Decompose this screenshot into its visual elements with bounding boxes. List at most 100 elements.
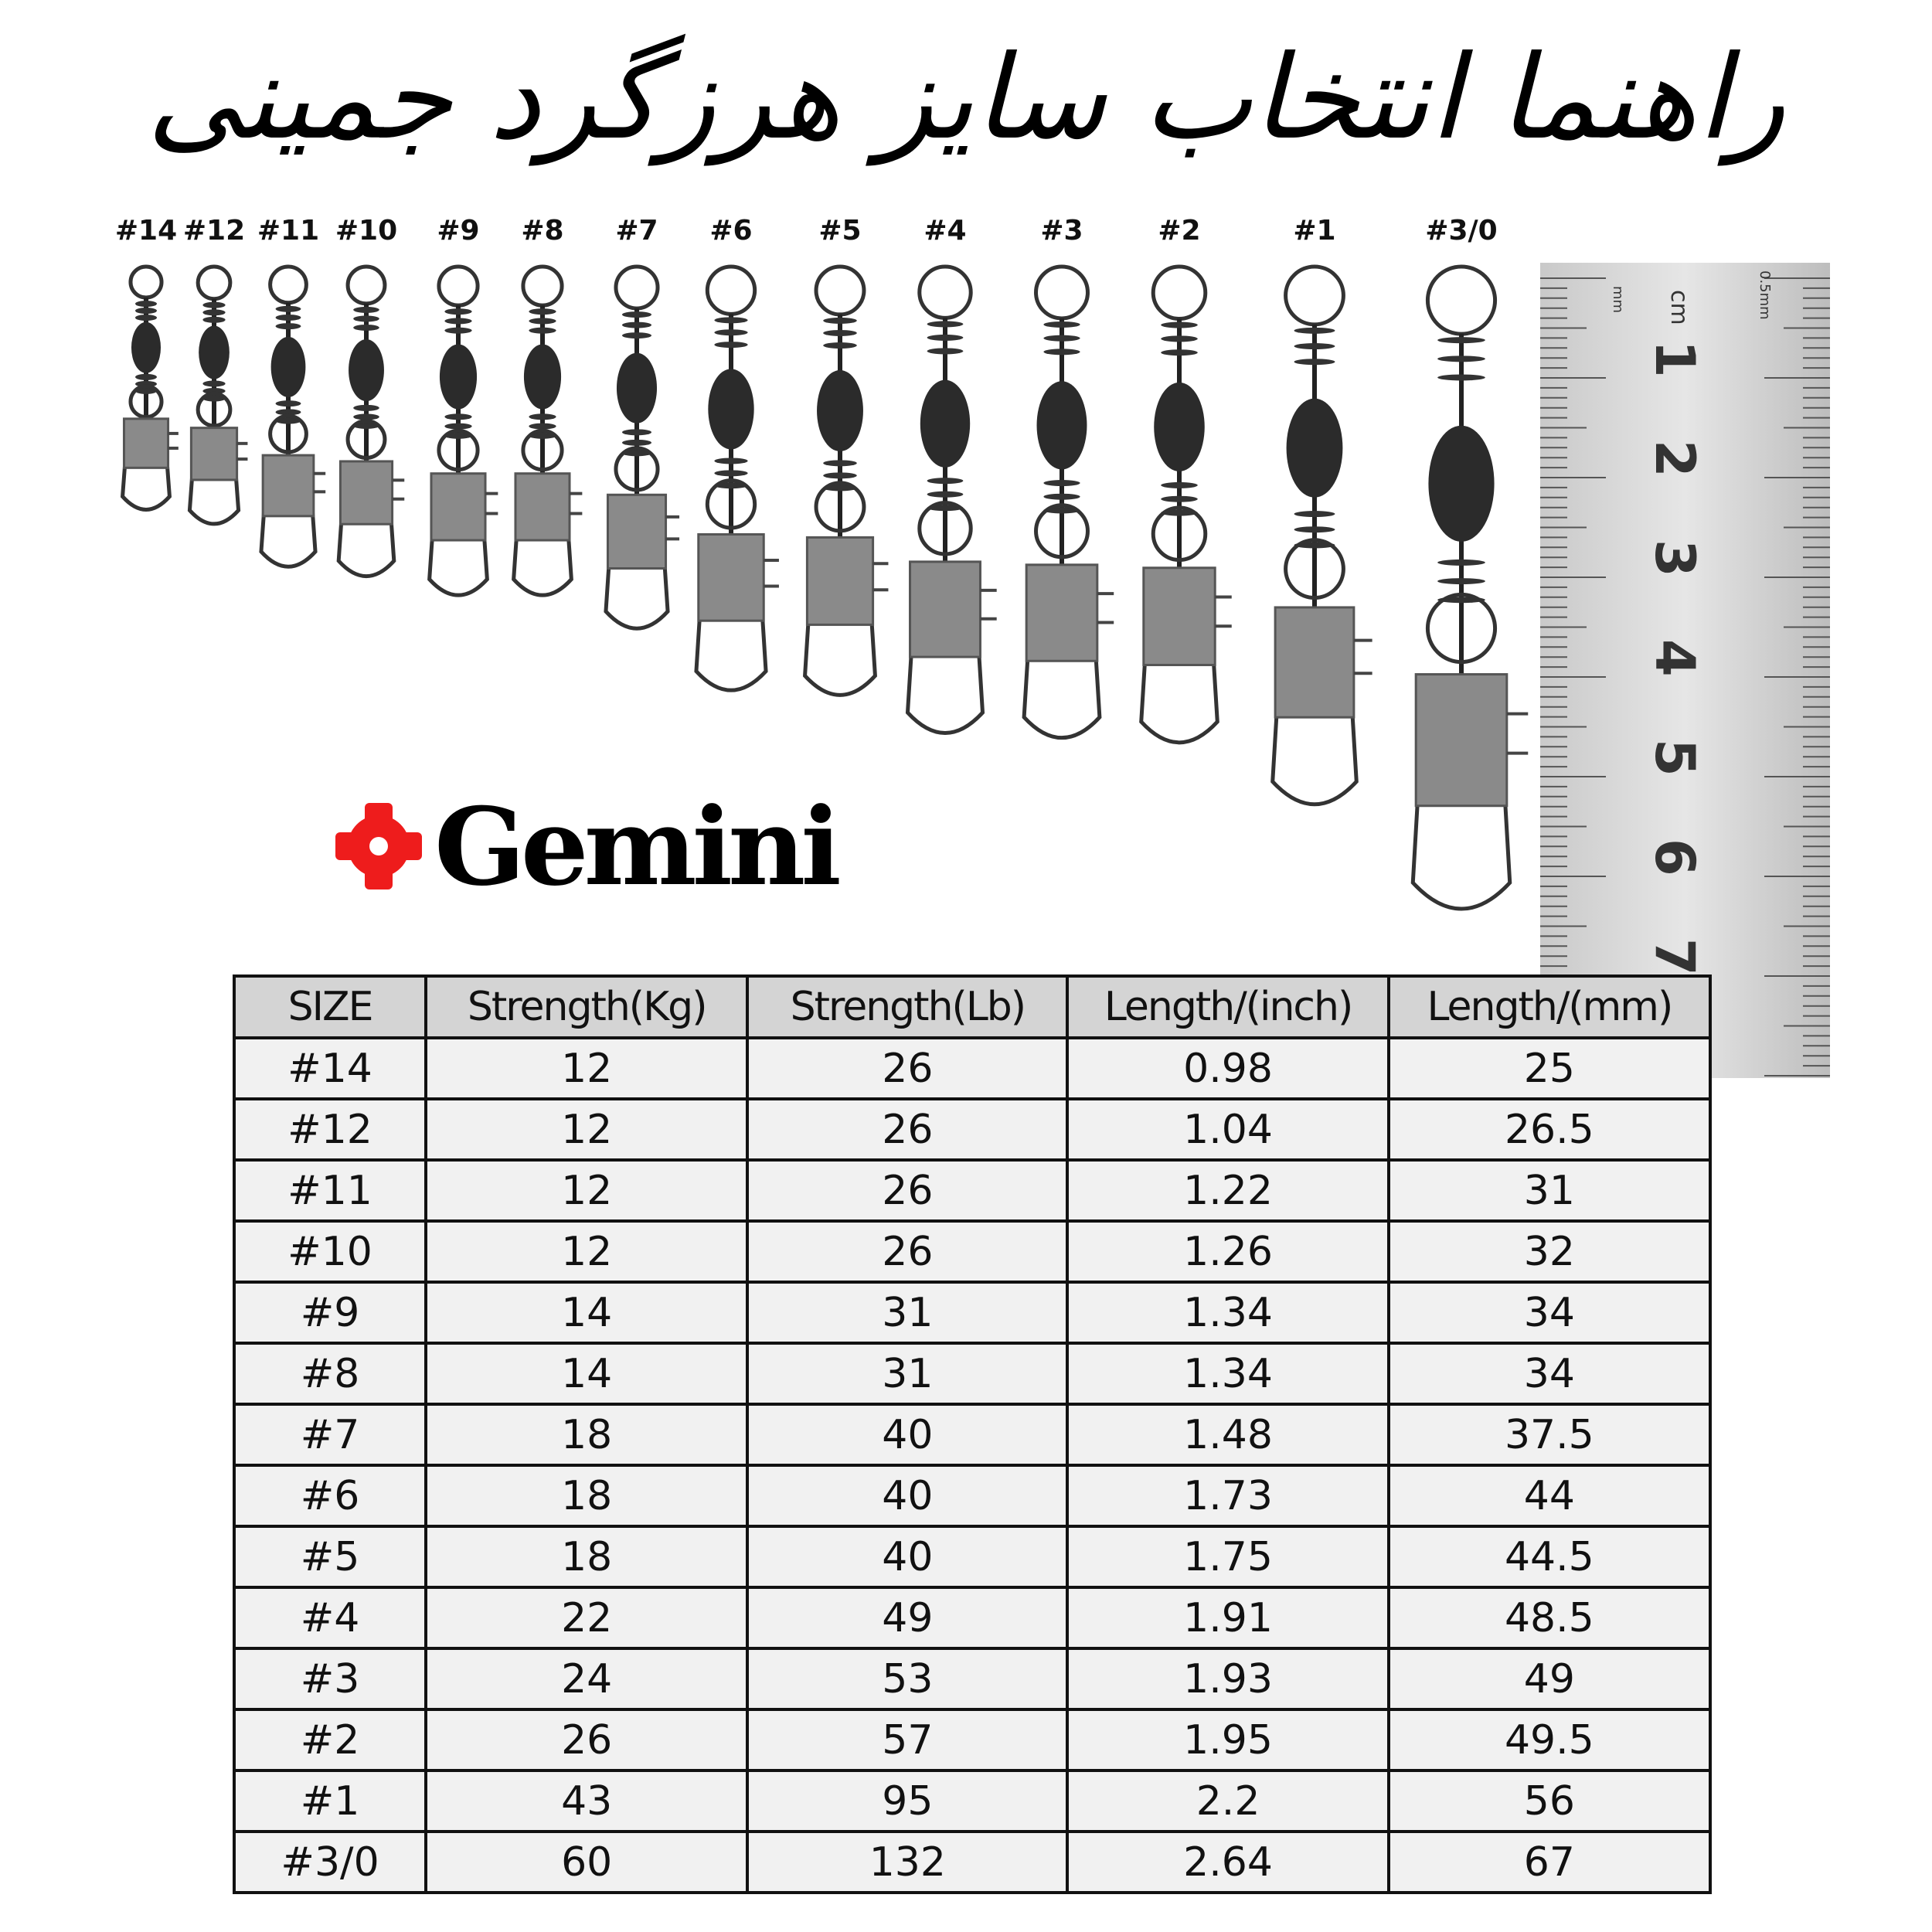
table-cell: #4 bbox=[232, 1586, 428, 1650]
swivel-size-label: #11 bbox=[257, 215, 319, 247]
table-cell: 22 bbox=[424, 1586, 750, 1650]
ruler-number: 6 bbox=[1643, 838, 1706, 876]
table-cell: 67 bbox=[1386, 1830, 1713, 1894]
table-row: #1 43 95 2.2 56 bbox=[232, 1769, 1713, 1833]
table-cell: #14 bbox=[232, 1036, 428, 1100]
table-cell: 24 bbox=[424, 1647, 750, 1711]
swivel-size-label: #12 bbox=[183, 215, 245, 247]
table-cell: 1.26 bbox=[1066, 1219, 1390, 1284]
swivel-snap: #9 bbox=[427, 215, 498, 597]
table-cell: 12 bbox=[424, 1097, 750, 1162]
swivel-snap: #14 bbox=[115, 215, 179, 512]
table-cell: #8 bbox=[232, 1342, 428, 1406]
table-cell: 2.2 bbox=[1066, 1769, 1390, 1833]
column-header: Strength(Kg) bbox=[424, 975, 750, 1039]
table-row: #6 18 40 1.73 44 bbox=[232, 1464, 1713, 1528]
table-cell: 14 bbox=[424, 1281, 750, 1345]
swivel-size-label: #4 bbox=[923, 215, 966, 247]
swivel-snap: #3/0 bbox=[1410, 215, 1529, 911]
table-cell: 32 bbox=[1386, 1219, 1713, 1284]
table-cell: 26.5 bbox=[1386, 1097, 1713, 1162]
swivel-size-label: #10 bbox=[335, 215, 397, 247]
table-cell: 48.5 bbox=[1386, 1586, 1713, 1650]
swivel-snap: #1 bbox=[1270, 215, 1372, 807]
table-cell: 12 bbox=[424, 1036, 750, 1100]
ruler-number: 4 bbox=[1643, 639, 1706, 677]
table-cell: 34 bbox=[1386, 1281, 1713, 1345]
swivel-size-label: #3 bbox=[1040, 215, 1083, 247]
table-cell: 31 bbox=[746, 1281, 1070, 1345]
table-cell: 26 bbox=[746, 1219, 1070, 1284]
swivel-size-label: #8 bbox=[521, 215, 563, 247]
swivel-size-label: #1 bbox=[1293, 215, 1335, 247]
table-cell: 49.5 bbox=[1386, 1708, 1713, 1772]
table-row: #9 14 31 1.34 34 bbox=[232, 1281, 1713, 1345]
brand-name: Gemini bbox=[434, 783, 842, 910]
table-cell: 60 bbox=[424, 1830, 750, 1894]
table-cell: 18 bbox=[424, 1525, 750, 1589]
swivel-snap: #7 bbox=[604, 215, 680, 631]
size-table: SIZE Strength(Kg) Strength(Lb) Length/(inch… bbox=[232, 975, 1713, 1894]
table-cell: 132 bbox=[746, 1830, 1070, 1894]
table-cell: 0.98 bbox=[1066, 1036, 1390, 1100]
table-cell: 37.5 bbox=[1386, 1403, 1713, 1467]
table-cell: 26 bbox=[746, 1097, 1070, 1162]
table-cell: 56 bbox=[1386, 1769, 1713, 1833]
table-cell: 44 bbox=[1386, 1464, 1713, 1528]
swivel-snap: #5 bbox=[803, 215, 889, 697]
table-cell: #5 bbox=[232, 1525, 428, 1589]
column-header: SIZE bbox=[232, 975, 428, 1039]
swivel-size-label: #7 bbox=[615, 215, 658, 247]
table-row: #5 18 40 1.75 44.5 bbox=[232, 1525, 1713, 1589]
table-cell: 14 bbox=[424, 1342, 750, 1406]
ruler-image: mm 0.5mm cm 1 2 3 4 5 6 7 bbox=[1540, 263, 1830, 1078]
table-cell: 40 bbox=[746, 1525, 1070, 1589]
table-cell: 95 bbox=[746, 1769, 1070, 1833]
table-cell: 40 bbox=[746, 1403, 1070, 1467]
swivel-snap: #10 bbox=[335, 215, 405, 579]
table-cell: 49 bbox=[1386, 1647, 1713, 1711]
table-cell: 12 bbox=[424, 1158, 750, 1223]
ruler-half-mm-label: 0.5mm bbox=[1757, 270, 1773, 320]
table-cell: 1.95 bbox=[1066, 1708, 1390, 1772]
swivel-snap: #6 bbox=[694, 215, 779, 692]
table-cell: 1.93 bbox=[1066, 1647, 1390, 1711]
table-cell: 18 bbox=[424, 1403, 750, 1467]
table-cell: 57 bbox=[746, 1708, 1070, 1772]
table-cell: 1.22 bbox=[1066, 1158, 1390, 1223]
ruler-body bbox=[1540, 263, 1830, 1078]
ruler-number: 1 bbox=[1643, 340, 1706, 378]
ruler-mm-label: mm bbox=[1610, 286, 1626, 313]
table-cell: #2 bbox=[232, 1708, 428, 1772]
table-cell: 34 bbox=[1386, 1342, 1713, 1406]
swivel-snap: #3 bbox=[1022, 215, 1114, 740]
table-row: #4 22 49 1.91 48.5 bbox=[232, 1586, 1713, 1650]
swivel-size-label: #6 bbox=[709, 215, 752, 247]
ruler-number: 3 bbox=[1643, 539, 1706, 577]
table-cell: #12 bbox=[232, 1097, 428, 1162]
table-row: #12 12 26 1.04 26.5 bbox=[232, 1097, 1713, 1162]
table-row: #11 12 26 1.22 31 bbox=[232, 1158, 1713, 1223]
gemini-logo: Gemini bbox=[332, 784, 842, 910]
table-cell: 18 bbox=[424, 1464, 750, 1528]
table-cell: 26 bbox=[746, 1158, 1070, 1223]
table-cell: 49 bbox=[746, 1586, 1070, 1650]
table-cell: 31 bbox=[1386, 1158, 1713, 1223]
table-cell: 2.64 bbox=[1066, 1830, 1390, 1894]
table-row: #10 12 26 1.26 32 bbox=[232, 1219, 1713, 1284]
swivel-snap: #2 bbox=[1139, 215, 1232, 745]
table-row: #2 26 57 1.95 49.5 bbox=[232, 1708, 1713, 1772]
gemini-logo-icon bbox=[335, 803, 422, 889]
ruler-unit-label: cm bbox=[1665, 290, 1692, 325]
table-cell: 43 bbox=[424, 1769, 750, 1833]
swivel-snap: #8 bbox=[512, 215, 583, 597]
table-cell: 31 bbox=[746, 1342, 1070, 1406]
swivel-size-label: #2 bbox=[1158, 215, 1200, 247]
swivel-size-label: #14 bbox=[115, 215, 177, 247]
table-cell: 44.5 bbox=[1386, 1525, 1713, 1589]
ruler-number: 2 bbox=[1643, 440, 1706, 478]
table-cell: 1.34 bbox=[1066, 1281, 1390, 1345]
swivel-snap: #11 bbox=[257, 215, 326, 569]
table-cell: #10 bbox=[232, 1219, 428, 1284]
table-cell: #6 bbox=[232, 1464, 428, 1528]
